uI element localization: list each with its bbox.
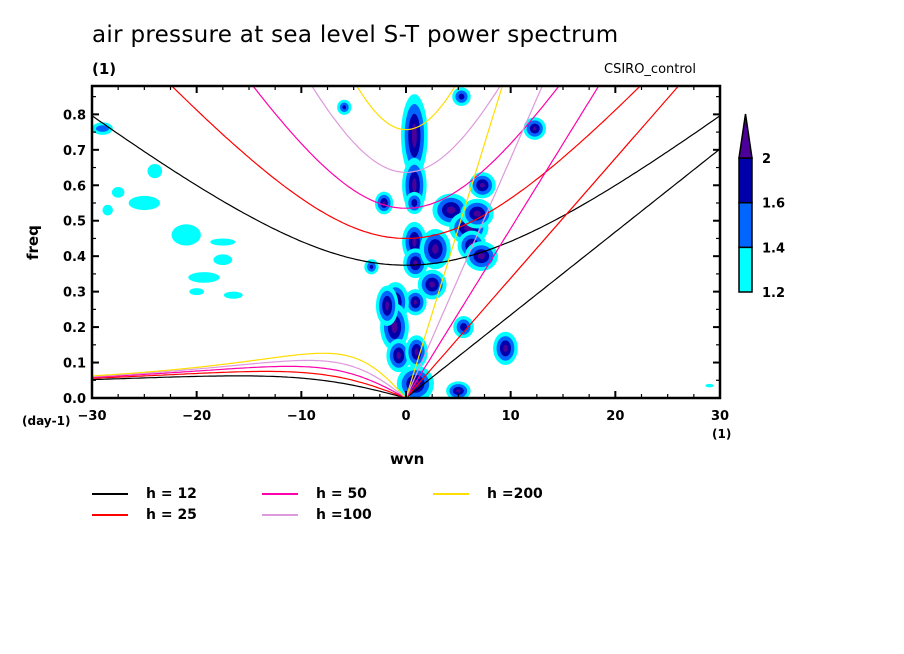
legend-label: h =200 [487,486,543,502]
legend-item: h =100 [262,507,372,523]
y-tick-label: 0.5 [63,215,86,230]
contour-region [382,201,386,205]
contour-region [413,299,418,305]
contour-region [147,164,163,179]
contour-region [95,125,109,132]
contour-region [477,253,485,260]
dispersion-curve-ros-h25 [92,370,407,398]
contour-region [111,187,125,198]
x-tick-label: −20 [182,409,211,424]
colorbar-extend-arrow [738,113,753,159]
y-axis-units: (day-1) [22,414,71,428]
model-label: CSIRO_control [604,62,696,77]
contour-region [102,204,113,216]
dispersion-curve-ros-h100 [92,359,407,398]
legend-swatch [433,493,469,495]
x-axis-units: (1) [712,427,732,441]
dispersion-curve-kel-h12 [405,148,720,398]
dispersion-curve-kel-h200 [405,86,503,398]
contour-region [479,182,485,188]
legend-item: h = 25 [92,507,197,523]
contour-region [385,300,389,311]
y-tick-label: 0.7 [63,144,86,159]
legend-label: h = 12 [146,486,197,502]
contour-region [369,264,374,269]
contour-region [223,291,243,299]
legend-swatch [262,493,298,495]
chart-units: (1) [92,60,117,78]
dispersion-curve-kel-h25 [405,86,680,398]
y-tick-label: 0.6 [63,179,86,194]
colorbar-segment [738,157,753,204]
x-tick-label: −30 [78,409,107,424]
contour-region [342,105,347,110]
y-tick-label: 0.3 [63,286,86,301]
legend-label: h = 25 [146,507,197,523]
dispersion-curve-ig-h25 [170,86,642,239]
legend-item: h = 50 [262,486,367,502]
legend-label: h = 50 [316,486,367,502]
contour-region [503,344,508,352]
contour-region [412,237,417,247]
dispersion-curve-ig-h12 [92,115,720,266]
contour-region [411,199,418,207]
x-tick-label: 10 [502,409,520,424]
dispersion-curve-ig-h100 [311,86,501,173]
dispersion-curve-kel-h100 [405,86,543,398]
contour-region [429,281,436,288]
contour-region [432,244,439,254]
x-tick-label: −10 [287,409,316,424]
legend-swatch [92,514,128,516]
x-tick-label: 20 [606,409,624,424]
colorbar-label: 1.4 [762,241,785,256]
y-tick-label: 0.8 [63,108,86,123]
contour-region [460,323,468,332]
colorbar-segment [738,246,753,293]
contour-region [411,123,417,148]
x-tick-label: 30 [711,409,729,424]
colorbar-label: 2 [762,152,771,167]
colorbar-segment [738,201,753,249]
contour-region [458,93,465,100]
chart-title: air pressure at sea level S-T power spec… [92,22,619,48]
legend-label: h =100 [316,507,372,523]
contour-region [128,195,161,211]
contour-region [532,126,537,131]
dispersion-curve-ros-h50 [92,365,407,398]
legend-swatch [92,493,128,495]
dispersion-curve-ros-h200 [92,352,407,398]
contour-region [473,210,481,217]
legend-item: h =200 [433,486,543,502]
contour-region [446,206,456,214]
contour-region [705,383,714,388]
dispersion-curve-ig-h50 [252,86,560,209]
contour-region [412,178,417,193]
dispersion-curve-ig-h200 [356,86,456,131]
contour-region [456,389,461,393]
y-tick-label: 0.4 [63,250,86,265]
dispersion-curve-kel-h50 [405,86,600,398]
contour-region [396,351,401,360]
y-tick-label: 0.0 [63,392,86,407]
x-axis-label: wvn [390,450,425,468]
contour-region [391,321,398,334]
legend-swatch [262,514,298,516]
colorbar-label: 1.6 [762,197,785,212]
contour-region [213,254,233,266]
y-tick-label: 0.2 [63,321,86,336]
dispersion-curve-ros-h12 [92,375,407,398]
x-tick-label: 0 [401,409,410,424]
colorbar-label: 1.2 [762,286,785,301]
contour-region [188,272,220,283]
contour-region [414,348,419,356]
y-tick-label: 0.1 [63,357,86,372]
contour-region [171,224,201,246]
legend-item: h = 12 [92,486,197,502]
contour-region [210,238,236,246]
contour-region [189,288,204,296]
